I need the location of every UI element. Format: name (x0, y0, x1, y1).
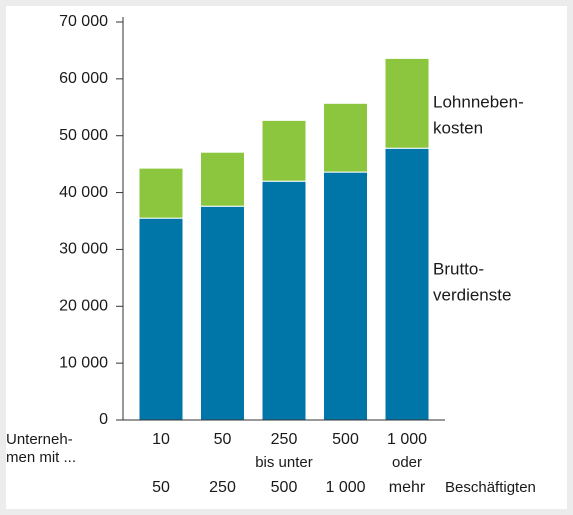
y-tick-label: 30 000 (59, 241, 108, 258)
x-tick-label: 250 (271, 431, 298, 448)
bar-segment (138, 167, 184, 219)
x-tick-label: 1 000 (387, 431, 427, 448)
x-tick-label: 50 (152, 479, 170, 496)
bar-segment (323, 102, 368, 173)
x-connector-label: oder (392, 454, 422, 471)
y-tick-label: 40 000 (59, 184, 108, 201)
x-tick-label: 500 (332, 431, 359, 448)
legend-label: verdienste (433, 285, 511, 304)
x-axis-label: Unterneh- (6, 431, 73, 448)
x-tick-label: mehr (389, 479, 426, 496)
bar-segment (138, 217, 184, 421)
bar-segment (261, 119, 307, 182)
x-connector-label: bis unter (255, 454, 313, 471)
x-axis-label: men mit ... (6, 449, 76, 466)
x-tick-label: 1 000 (325, 479, 365, 496)
y-tick-label: 0 (99, 411, 108, 428)
y-tick-label: 10 000 (59, 354, 108, 371)
y-tick-label: 70 000 (59, 13, 108, 30)
y-tick-label: 60 000 (59, 70, 108, 87)
x-tick-label: 10 (152, 431, 170, 448)
x-tick-label: 250 (209, 479, 236, 496)
legend-label: Brutto- (433, 259, 484, 278)
y-tick-label: 50 000 (59, 127, 108, 144)
bar-segment (323, 171, 368, 421)
bar-segment (200, 205, 245, 421)
legend-label: kosten (433, 118, 483, 137)
x-tick-label: 500 (271, 479, 298, 496)
y-tick-label: 20 000 (59, 298, 108, 315)
bar-segment (200, 151, 245, 207)
bar-segment (261, 180, 307, 421)
bar-segment (384, 57, 430, 149)
x-tick-label: 50 (214, 431, 232, 448)
legend-label: Lohnneben- (433, 92, 524, 111)
x-axis-label: Beschäftigten (445, 479, 536, 496)
bar-segment (384, 147, 430, 421)
